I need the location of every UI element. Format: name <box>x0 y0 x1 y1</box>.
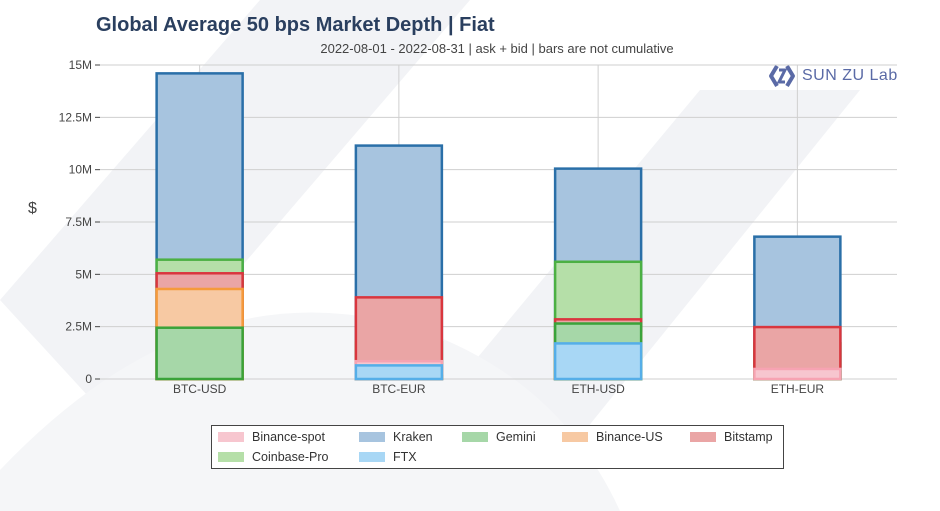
legend-swatch <box>562 432 588 442</box>
legend-item-kraken[interactable]: Kraken <box>359 430 433 444</box>
y-tick-label: 2.5M <box>65 320 92 334</box>
legend-label: Binance-US <box>596 430 663 444</box>
x-tick-label: BTC-EUR <box>372 382 426 396</box>
legend-label: Binance-spot <box>252 430 325 444</box>
sunzu-logo: SUN ZU Lab <box>768 63 898 89</box>
legend-label: Coinbase-Pro <box>252 450 329 464</box>
bar-ftx-eth-usd <box>553 342 643 381</box>
bar-gemini-btc-usd <box>155 326 244 381</box>
y-tick-label: 15M <box>69 58 92 72</box>
logo-text: SUN ZU <box>802 67 865 84</box>
bars <box>155 72 842 381</box>
y-ticks: 0 2.5M 5M 7.5M 10M 12.5M 15M <box>59 58 100 386</box>
y-axis-label: $ <box>28 200 37 217</box>
x-tick-label: BTC-USD <box>173 382 227 396</box>
legend-swatch <box>359 432 385 442</box>
y-tick-label: 12.5M <box>59 110 92 124</box>
chart-title: Global Average 50 bps Market Depth | Fia… <box>96 14 495 36</box>
legend-swatch <box>218 452 244 462</box>
legend-item-ftx[interactable]: FTX <box>359 450 417 464</box>
chart-subtitle: 2022-08-01 - 2022-08-31 | ask + bid | ba… <box>320 41 674 56</box>
legend-label: FTX <box>393 450 417 464</box>
logo-suffix: Lab <box>869 67 898 84</box>
bar-chart: 0 2.5M 5M 7.5M 10M 12.5M 15M BTC-USD BTC-EUR ETH… <box>59 58 897 396</box>
y-tick-label: 10M <box>69 163 92 177</box>
legend-item-binance-spot[interactable]: Binance-spot <box>218 430 325 444</box>
legend-item-binance-us[interactable]: Binance-US <box>562 430 663 444</box>
legend-label: Gemini <box>496 430 536 444</box>
legend-label: Bitstamp <box>724 430 773 444</box>
legend-swatch <box>218 432 244 442</box>
legend-label: Kraken <box>393 430 433 444</box>
legend-swatch <box>462 432 488 442</box>
x-ticks: BTC-USD BTC-EUR ETH-USD ETH-EUR <box>173 382 824 396</box>
legend-item-bitstamp[interactable]: Bitstamp <box>690 430 773 444</box>
legend-item-coinbase-pro[interactable]: Coinbase-Pro <box>218 450 328 464</box>
y-tick-label: 0 <box>85 372 92 386</box>
legend-item-gemini[interactable]: Gemini <box>462 430 536 444</box>
legend-swatch <box>359 452 385 462</box>
y-tick-label: 5M <box>75 267 92 281</box>
y-tick-label: 7.5M <box>65 215 92 229</box>
bar-ftx-btc-eur <box>354 364 444 381</box>
x-tick-label: ETH-USD <box>571 382 625 396</box>
legend-swatch <box>690 432 716 442</box>
bar-binance-spot-eth-eur <box>753 367 842 381</box>
sunzu-logo-icon <box>769 64 795 88</box>
legend: Binance-spot Kraken Gemini Binance-US Bitsta… <box>211 425 784 469</box>
x-tick-label: ETH-EUR <box>771 382 825 396</box>
